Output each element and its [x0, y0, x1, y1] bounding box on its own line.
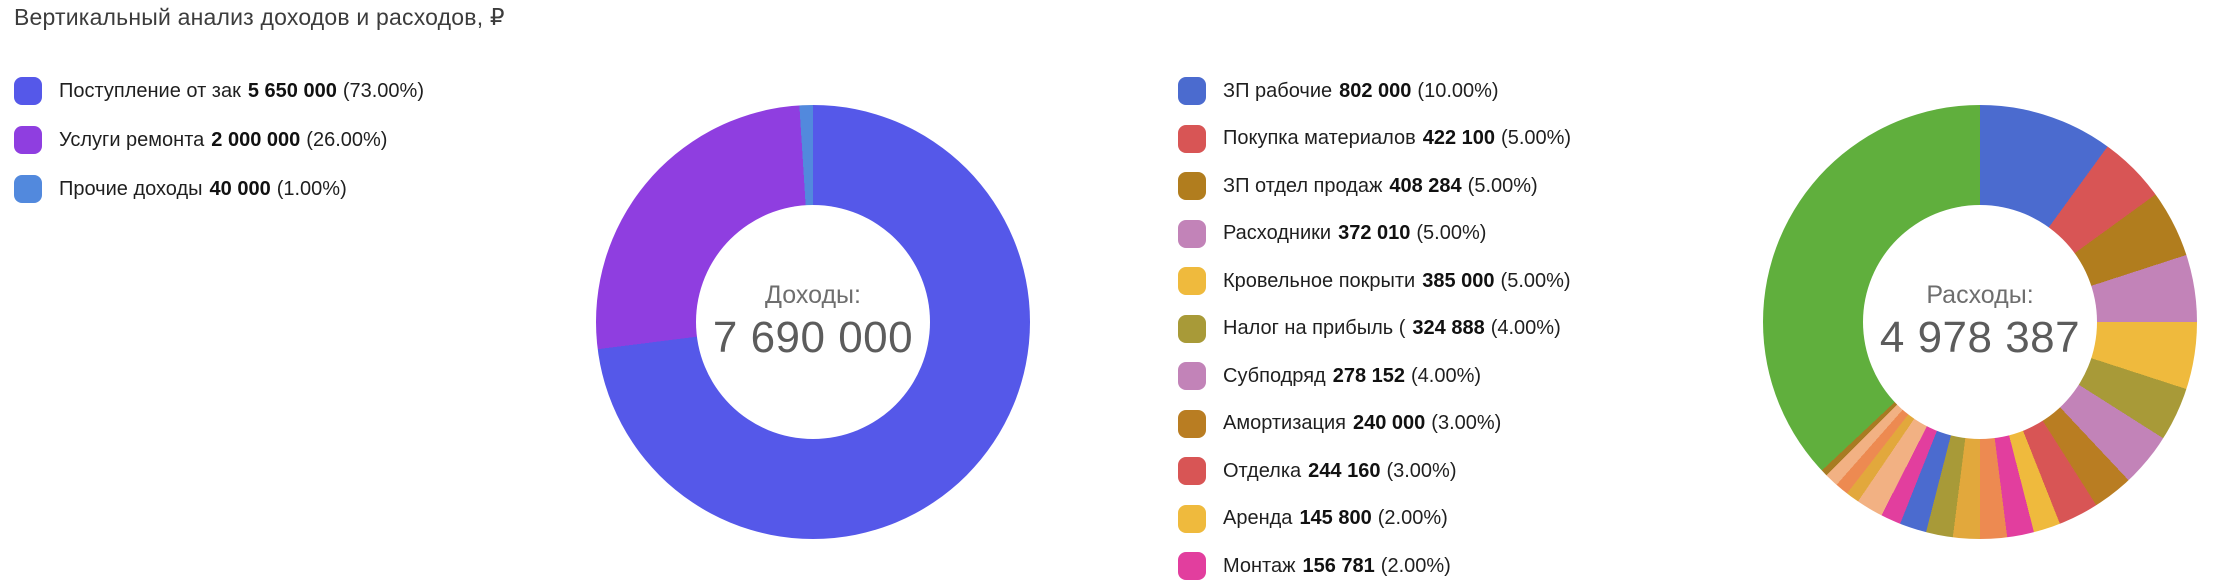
income-donut-chart[interactable]: Доходы: 7 690 000	[596, 105, 1030, 539]
legend-color-swatch	[1178, 457, 1206, 485]
expenses-center-label: Расходы:	[1926, 281, 2034, 309]
legend-value: 5 650 000	[247, 79, 337, 102]
legend-label: Кровельное покрыти	[1223, 269, 1416, 292]
legend-label: Налог на прибыль (	[1223, 317, 1406, 339]
legend-value: 802 000	[1339, 79, 1412, 102]
legend-item: Прочие доходы 40 000 (1.00%)	[14, 175, 451, 203]
legend-percent: (4.00%)	[1490, 317, 1561, 339]
legend-color-swatch	[1178, 267, 1206, 295]
legend-value: 244 160	[1308, 459, 1381, 482]
legend-label: Поступление от зак	[59, 79, 241, 102]
legend-value: 156 781	[1302, 554, 1375, 577]
legend-item: Услуги ремонта 2 000 000 (26.00%)	[14, 126, 451, 154]
legend-value: 372 010	[1338, 222, 1411, 244]
legend-percent: (5.00%)	[1467, 174, 1538, 197]
expenses-center-value: 4 978 387	[1879, 313, 2081, 362]
legend-percent: (3.00%)	[1431, 412, 1502, 434]
income-center-label: Доходы:	[765, 281, 861, 309]
expenses-donut-center: Расходы: 4 978 387	[1863, 205, 2097, 439]
legend-item: Налог на прибыль ( 324 888 (4.00%)	[1178, 314, 1758, 343]
legend-value: 408 284	[1389, 174, 1462, 197]
expenses-donut-chart[interactable]: Расходы: 4 978 387	[1763, 105, 2197, 539]
legend-item: Поступление от зак 5 650 000 (73.00%)	[14, 77, 451, 105]
legend-percent: (73.00%)	[342, 79, 424, 102]
legend-value: 145 800	[1299, 507, 1372, 529]
legend-value: 2 000 000	[211, 128, 301, 151]
legend-percent: (3.00%)	[1386, 459, 1457, 482]
legend-label: Аренда	[1223, 507, 1293, 529]
legend-color-swatch	[1178, 77, 1206, 105]
legend-color-swatch	[1178, 219, 1206, 248]
income-donut-center: Доходы: 7 690 000	[696, 205, 930, 439]
legend-label: Монтаж	[1223, 554, 1296, 577]
legend-label: Расходники	[1223, 222, 1332, 244]
page-title: Вертикальный анализ доходов и расходов, …	[14, 4, 505, 30]
legend-value: 278 152	[1332, 364, 1406, 387]
legend-label: ЗП отдел продаж	[1223, 174, 1383, 197]
legend-value: 422 100	[1422, 127, 1496, 149]
legend-percent: (4.00%)	[1411, 364, 1482, 387]
legend-percent: (5.00%)	[1501, 127, 1572, 149]
legend-percent: (2.00%)	[1380, 554, 1451, 577]
legend-percent: (5.00%)	[1500, 269, 1571, 292]
legend-color-swatch	[1178, 504, 1206, 533]
income-legend: Поступление от зак 5 650 000 (73.00%) Услуг…	[14, 77, 451, 224]
legend-color-swatch	[1178, 314, 1206, 343]
income-center-value: 7 690 000	[712, 313, 914, 362]
legend-item: Амортизация 240 000 (3.00%)	[1178, 409, 1758, 438]
legend-color-swatch	[1178, 172, 1206, 200]
legend-label: Амортизация	[1223, 412, 1346, 434]
legend-color-swatch	[1178, 362, 1206, 390]
legend-percent: (1.00%)	[276, 177, 347, 200]
legend-percent: (2.00%)	[1377, 507, 1448, 529]
legend-label: Отделка	[1223, 459, 1302, 482]
legend-percent: (10.00%)	[1417, 79, 1499, 102]
legend-label: Субподряд	[1223, 364, 1326, 387]
legend-color-swatch	[1178, 552, 1206, 580]
legend-item: Покупка материалов 422 100 (5.00%)	[1178, 124, 1758, 153]
legend-color-swatch	[1178, 409, 1206, 438]
legend-color-swatch	[14, 77, 42, 105]
legend-value: 324 888	[1412, 317, 1485, 339]
legend-label: Прочие доходы	[59, 177, 203, 200]
legend-item: ЗП рабочие 802 000 (10.00%)	[1178, 77, 1758, 105]
legend-item: ЗП отдел продаж 408 284 (5.00%)	[1178, 172, 1758, 200]
legend-item: Аренда 145 800 (2.00%)	[1178, 504, 1758, 533]
legend-label: Покупка материалов	[1223, 127, 1416, 149]
legend-value: 40 000	[209, 177, 271, 200]
legend-value: 385 000	[1422, 269, 1495, 292]
legend-item: Расходники 372 010 (5.00%)	[1178, 219, 1758, 248]
legend-item: Монтаж 156 781 (2.00%)	[1178, 552, 1758, 580]
legend-label: ЗП рабочие	[1223, 79, 1333, 102]
legend-item: Субподряд 278 152 (4.00%)	[1178, 362, 1758, 390]
expenses-legend: ЗП рабочие 802 000 (10.00%) Покупка материа…	[1178, 77, 1758, 586]
legend-item: Отделка 244 160 (3.00%)	[1178, 457, 1758, 485]
legend-value: 240 000	[1352, 412, 1426, 434]
legend-percent: (26.00%)	[306, 128, 388, 151]
legend-color-swatch	[1178, 124, 1206, 153]
legend-color-swatch	[14, 175, 42, 203]
legend-label: Услуги ремонта	[59, 128, 205, 151]
legend-item: Кровельное покрыти 385 000 (5.00%)	[1178, 267, 1758, 295]
legend-color-swatch	[14, 126, 42, 154]
legend-percent: (5.00%)	[1416, 222, 1487, 244]
